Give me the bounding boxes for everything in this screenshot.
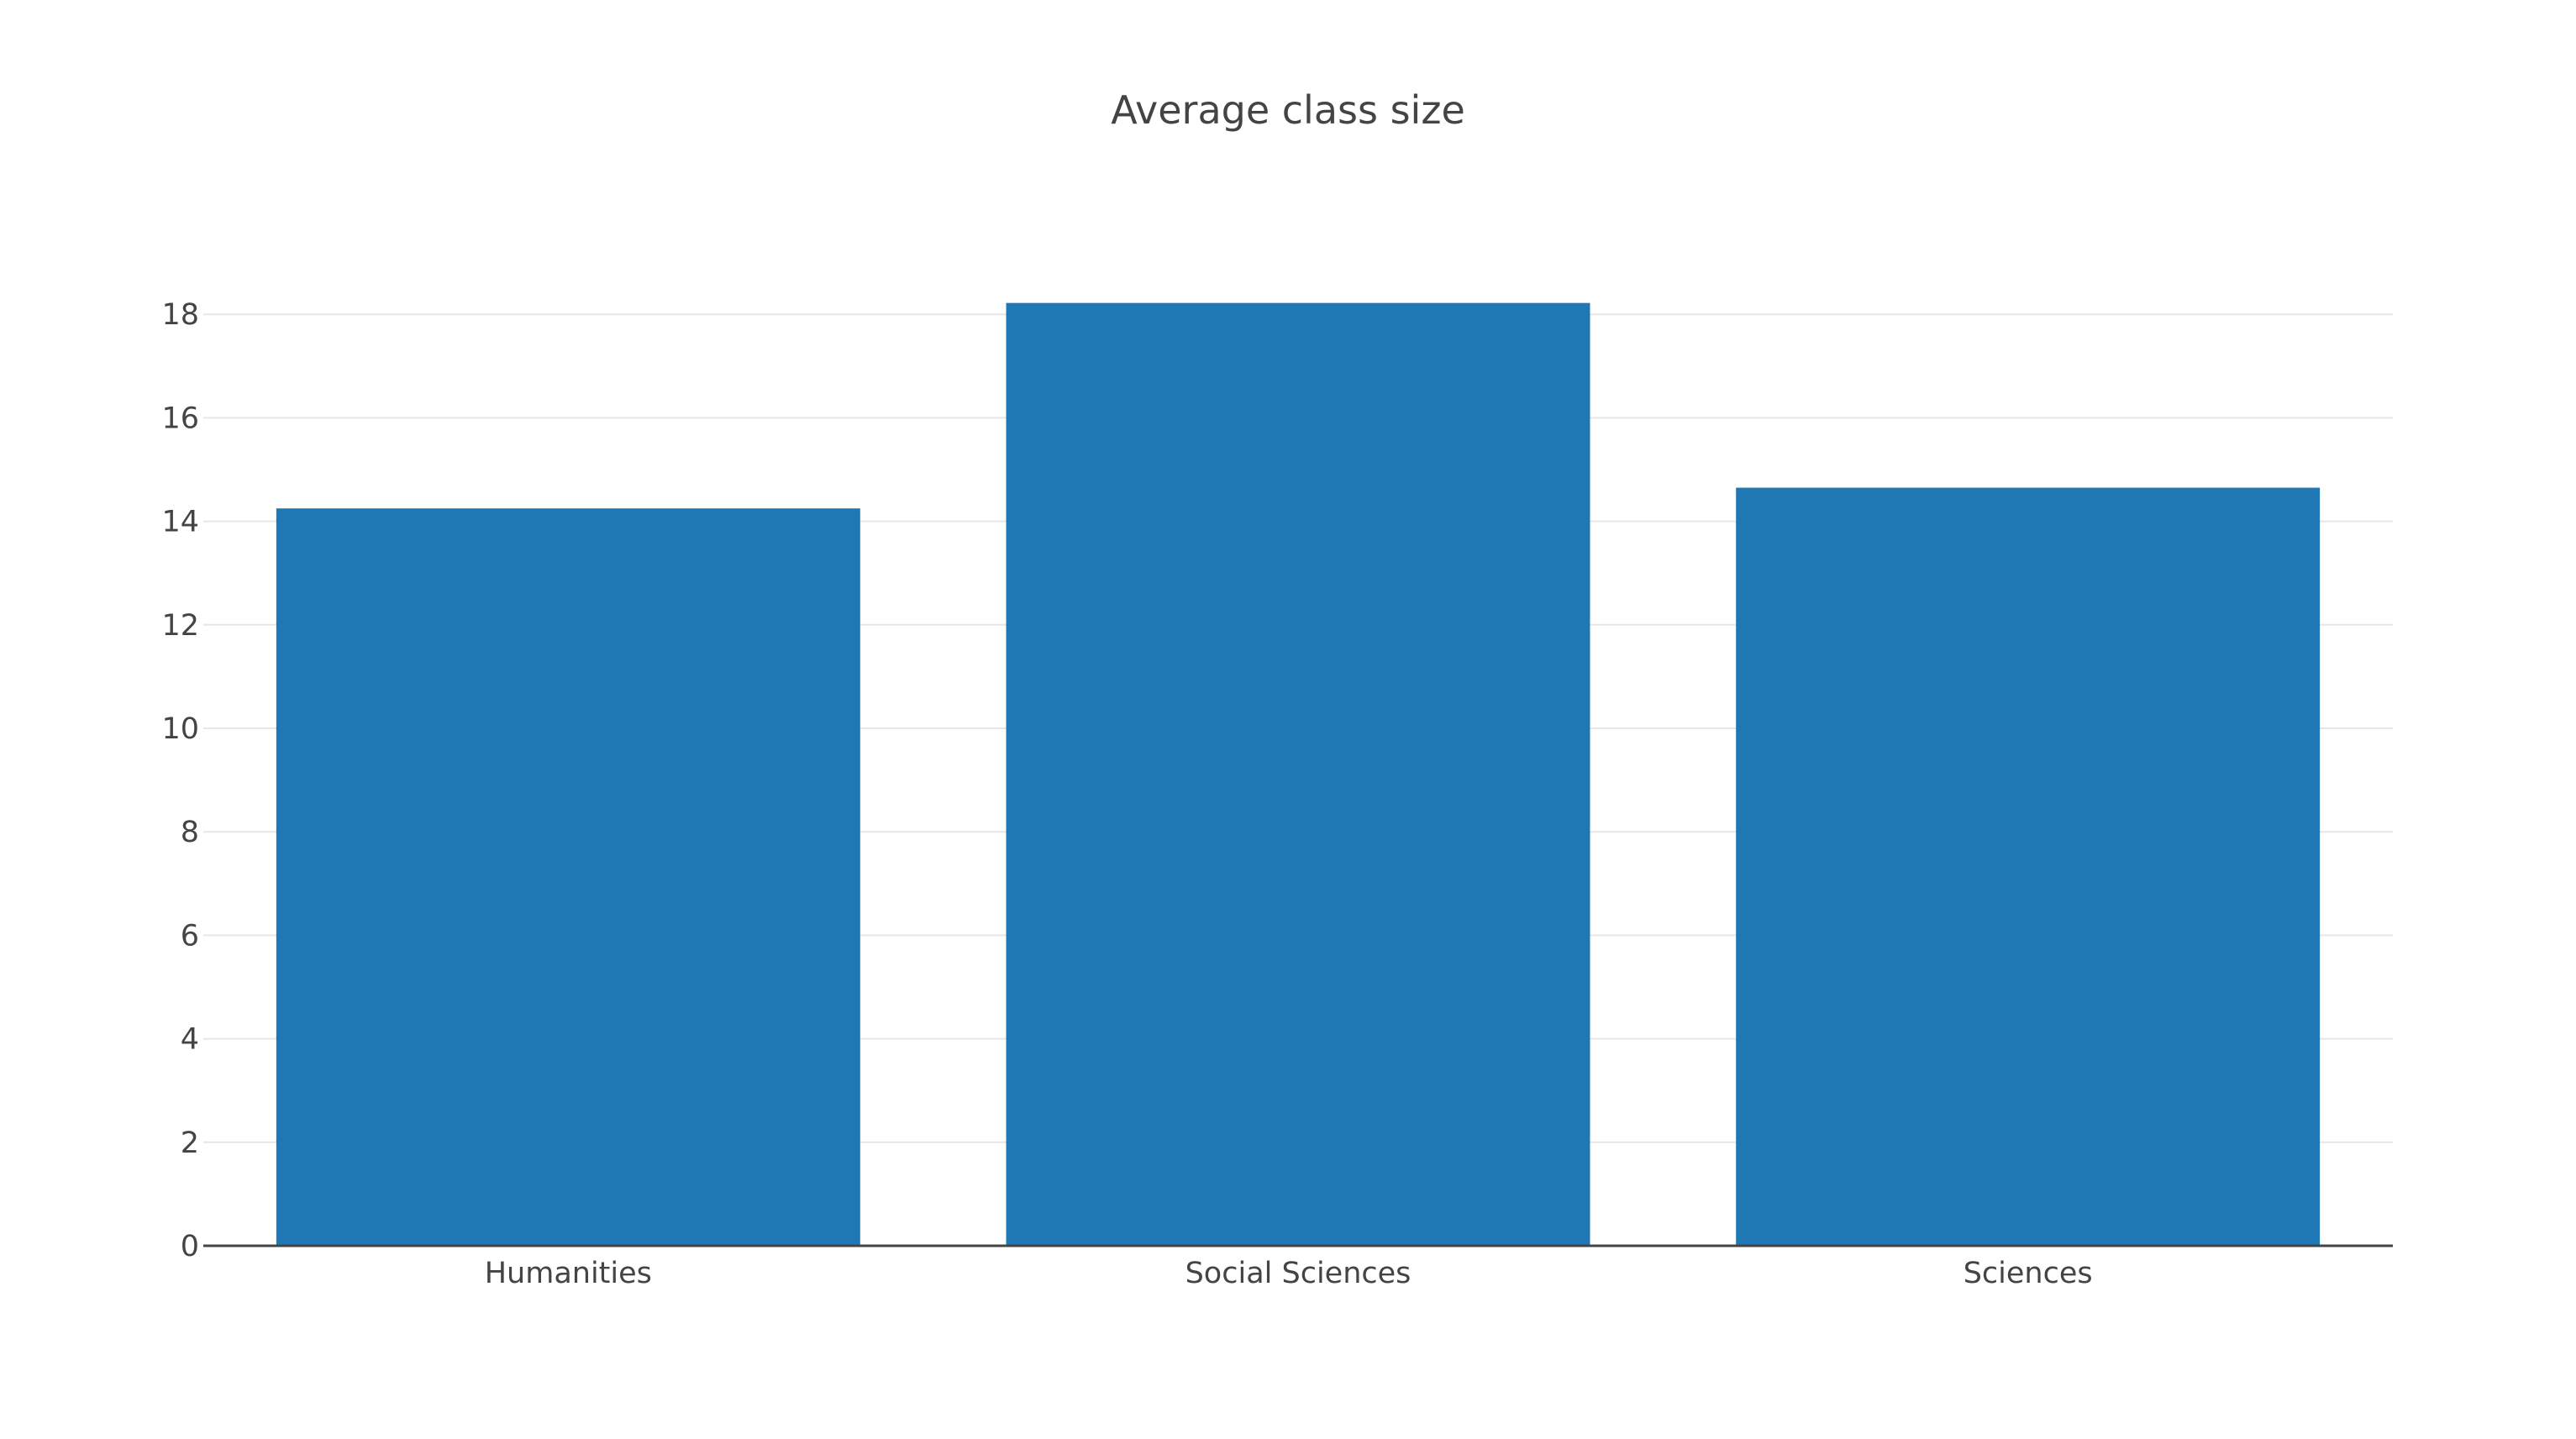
y-tick-label: 6 [181,919,199,953]
y-tick-label: 16 [161,402,199,435]
bars [276,302,2321,1247]
y-tick-label: 2 [181,1127,199,1160]
y-tick-label: 8 [181,816,199,849]
bar-humanities [276,508,860,1246]
axes: 0 2 4 6 8 10 12 14 16 18 Humanities Social Sciences… [161,298,2393,1290]
y-tick-label: 12 [161,609,199,643]
y-tick-label: 4 [181,1023,199,1057]
y-tick-label: 10 [161,712,199,746]
bar-social-sciences [1006,302,1590,1247]
bar-sciences [1736,487,2321,1246]
y-tick-label: 0 [181,1230,199,1263]
y-tick-label: 14 [161,506,199,539]
chart-title: Average class size [1111,87,1465,133]
x-tick-label-sciences: Sciences [1964,1257,2093,1290]
x-tick-label-humanities: Humanities [485,1257,652,1290]
x-tick-label-social-sciences: Social Sciences [1185,1257,1412,1290]
y-tick-label: 18 [161,298,199,332]
